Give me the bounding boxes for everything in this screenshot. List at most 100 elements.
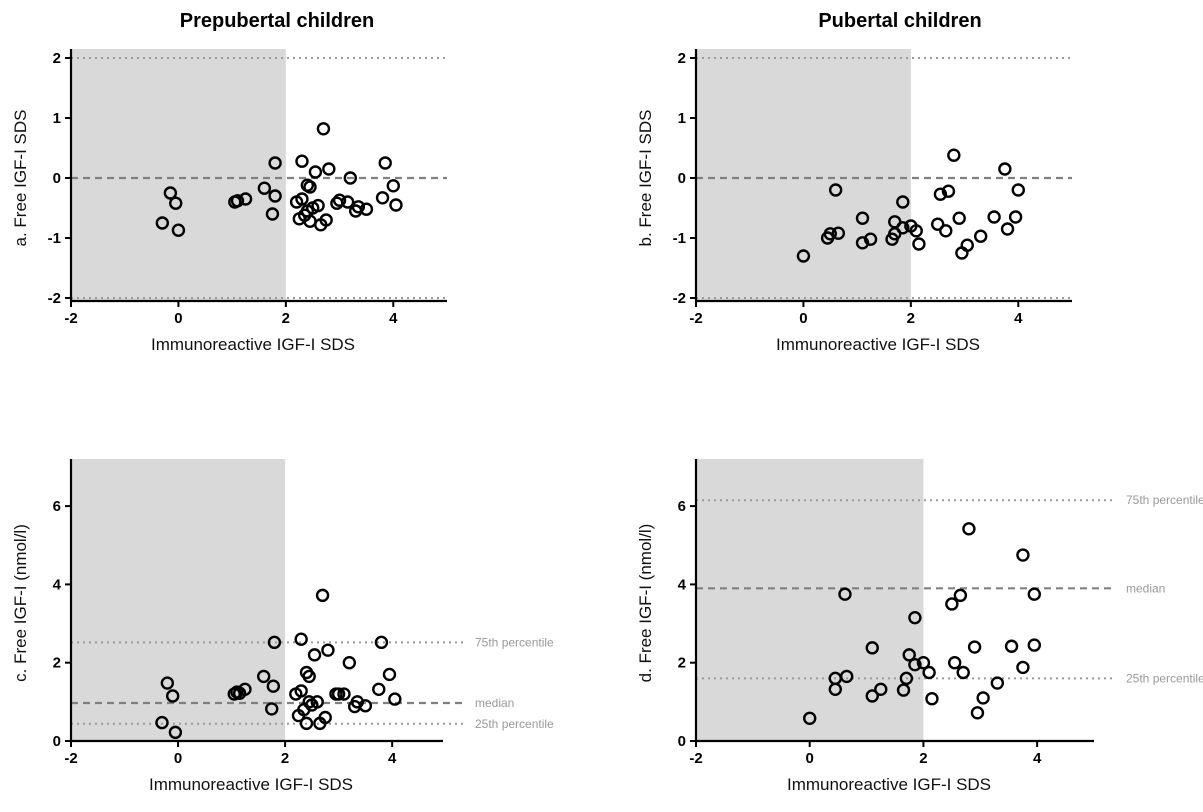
data-point	[294, 684, 308, 698]
title-prepubertal: Prepubertal children	[179, 10, 375, 32]
data-point	[838, 587, 852, 601]
y-axis-label: a. Free IGF-I SDS	[11, 110, 30, 247]
y-tick-label: 2	[53, 50, 61, 67]
data-point	[831, 226, 846, 240]
x-tick-label: 0	[174, 310, 182, 327]
data-point	[1027, 587, 1042, 601]
data-point	[896, 683, 911, 697]
reference-line-label: 75th percentile	[475, 635, 554, 649]
data-point	[855, 211, 870, 225]
data-point	[874, 682, 888, 697]
y-tick-label: -1	[48, 230, 61, 247]
data-point	[294, 632, 308, 646]
x-tick-label: -2	[64, 750, 77, 767]
data-point	[899, 671, 914, 686]
data-point	[953, 588, 968, 603]
data-point	[933, 187, 948, 201]
data-point	[908, 610, 922, 625]
data-point	[865, 689, 879, 703]
data-point	[796, 249, 811, 263]
data-point	[952, 211, 966, 225]
panel-c: 75th percentile median 25th percentile -2 0 2…	[11, 459, 554, 794]
data-point	[916, 656, 931, 670]
data-point	[941, 184, 956, 198]
reference-line-label: median	[475, 696, 514, 710]
data-point	[299, 716, 314, 731]
data-point	[956, 665, 970, 680]
reference-line-label: 25th percentile	[475, 717, 554, 731]
data-point	[896, 195, 910, 209]
x-tick-label: 0	[806, 750, 814, 767]
y-tick-label: 2	[678, 50, 686, 67]
y-tick-label: 6	[53, 498, 61, 515]
data-point	[967, 640, 982, 654]
shaded-region	[696, 459, 924, 741]
data-point	[389, 198, 403, 212]
data-point	[1016, 548, 1030, 562]
data-point	[1027, 638, 1042, 652]
data-point	[321, 643, 335, 657]
data-point	[322, 162, 336, 176]
data-point	[302, 695, 316, 709]
data-point	[315, 588, 330, 603]
data-point	[1004, 639, 1019, 653]
x-tick-label: 4	[389, 310, 398, 327]
data-point	[155, 715, 169, 730]
x-tick-label: 2	[281, 750, 289, 767]
y-tick-label: -2	[48, 290, 61, 307]
y-axis-label: c. Free IGF-I (nmol/l)	[11, 524, 30, 682]
data-point	[168, 725, 183, 740]
x-tick-label: 4	[1014, 310, 1023, 327]
data-point	[908, 657, 922, 672]
x-tick-label: 4	[388, 750, 397, 767]
y-tick-label: 4	[678, 576, 687, 593]
panel-a: -2 0 2 4 -2 -1 0 1 2 Immunoreactive IGF-I SDS a. F…	[11, 49, 447, 354]
x-tick-label: 2	[919, 750, 927, 767]
data-point	[945, 597, 959, 611]
y-tick-label: -2	[673, 290, 686, 307]
data-point	[337, 687, 351, 701]
data-point	[803, 711, 817, 725]
x-tick-label: 4	[1033, 750, 1042, 767]
y-tick-label: 4	[53, 576, 62, 593]
data-point	[998, 162, 1012, 176]
data-point	[230, 194, 245, 208]
data-point	[265, 702, 279, 716]
data-point	[316, 122, 331, 136]
data-point	[925, 692, 939, 706]
data-point	[912, 237, 926, 251]
data-point	[823, 227, 837, 241]
data-point	[265, 207, 280, 221]
data-point	[267, 635, 282, 650]
data-point	[828, 682, 842, 697]
data-point	[939, 224, 953, 238]
title-pubertal: Pubertal children	[818, 10, 982, 32]
x-axis-label: Immunoreactive IGF-I SDS	[149, 775, 353, 794]
data-point	[970, 706, 985, 720]
x-tick-label: -2	[689, 750, 702, 767]
data-point	[372, 682, 386, 697]
data-point	[378, 156, 392, 170]
x-tick-label: -2	[64, 310, 77, 327]
data-point	[987, 210, 1001, 224]
data-point	[342, 656, 357, 670]
data-point	[238, 192, 253, 206]
data-point	[990, 676, 1005, 690]
x-tick-label: 0	[174, 750, 182, 767]
data-point	[902, 648, 916, 662]
data-point	[311, 198, 325, 213]
data-point	[973, 229, 988, 243]
y-tick-label: 1	[53, 110, 61, 127]
x-axis-label: Immunoreactive IGF-I SDS	[776, 335, 980, 354]
data-point	[238, 682, 252, 697]
shaded-region	[696, 49, 911, 301]
data-point	[331, 687, 346, 701]
data-point	[155, 216, 170, 230]
panel-b: -2 0 2 4 -2 -1 0 1 2 Immunoreactive IGF-I SDS b. F…	[636, 49, 1072, 354]
data-point	[1000, 222, 1015, 236]
data-point	[374, 635, 389, 650]
data-point	[382, 667, 397, 682]
data-point	[839, 669, 854, 684]
data-point	[308, 165, 323, 179]
